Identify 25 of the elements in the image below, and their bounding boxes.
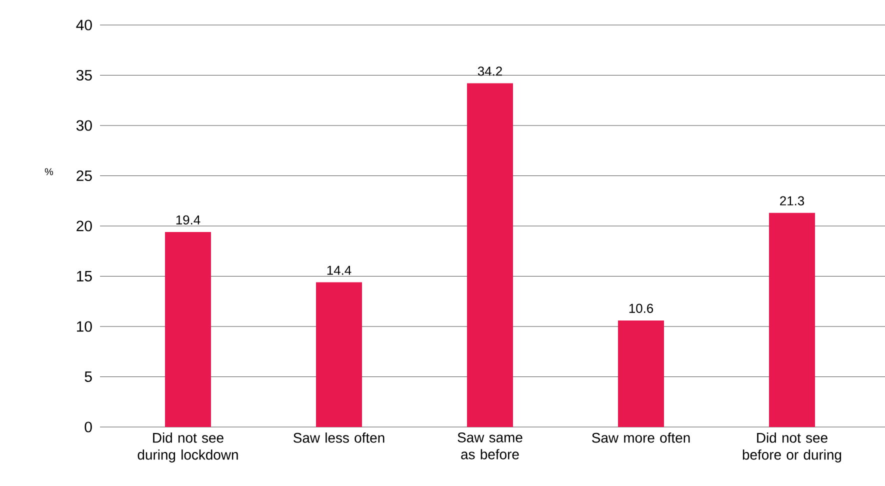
x-tick-label: Saw more often	[592, 432, 690, 443]
data-label: 19.4	[176, 215, 200, 225]
y-tick-label: 35	[76, 70, 92, 81]
y-tick-label: 0	[84, 422, 92, 432]
x-tick-label: Saw less often	[294, 432, 384, 443]
y-tick-label: 5	[84, 372, 92, 382]
y-tick-label: 40	[76, 20, 92, 30]
y-tick-label: 30	[76, 120, 92, 131]
bar	[618, 320, 664, 427]
data-label: 14.4	[327, 266, 352, 275]
bar	[769, 212, 816, 427]
y-tick-label: 25	[76, 170, 92, 182]
y-tick-label: 20	[76, 220, 92, 232]
data-label: 21.3	[780, 196, 804, 206]
x-tick-label: Saw same as before	[458, 432, 522, 460]
bar	[467, 83, 514, 427]
x-tick-label: Did not see during lockdown	[138, 432, 238, 462]
y-axis-title: %	[44, 168, 54, 176]
bar	[316, 282, 362, 427]
data-label: 10.6	[629, 304, 654, 313]
data-label: 34.2	[478, 66, 502, 76]
bar	[165, 232, 211, 427]
y-tick-label: 10	[77, 321, 92, 332]
x-tick-label: Did not see before or during	[742, 432, 842, 462]
y-tick-label: 15	[77, 271, 92, 282]
